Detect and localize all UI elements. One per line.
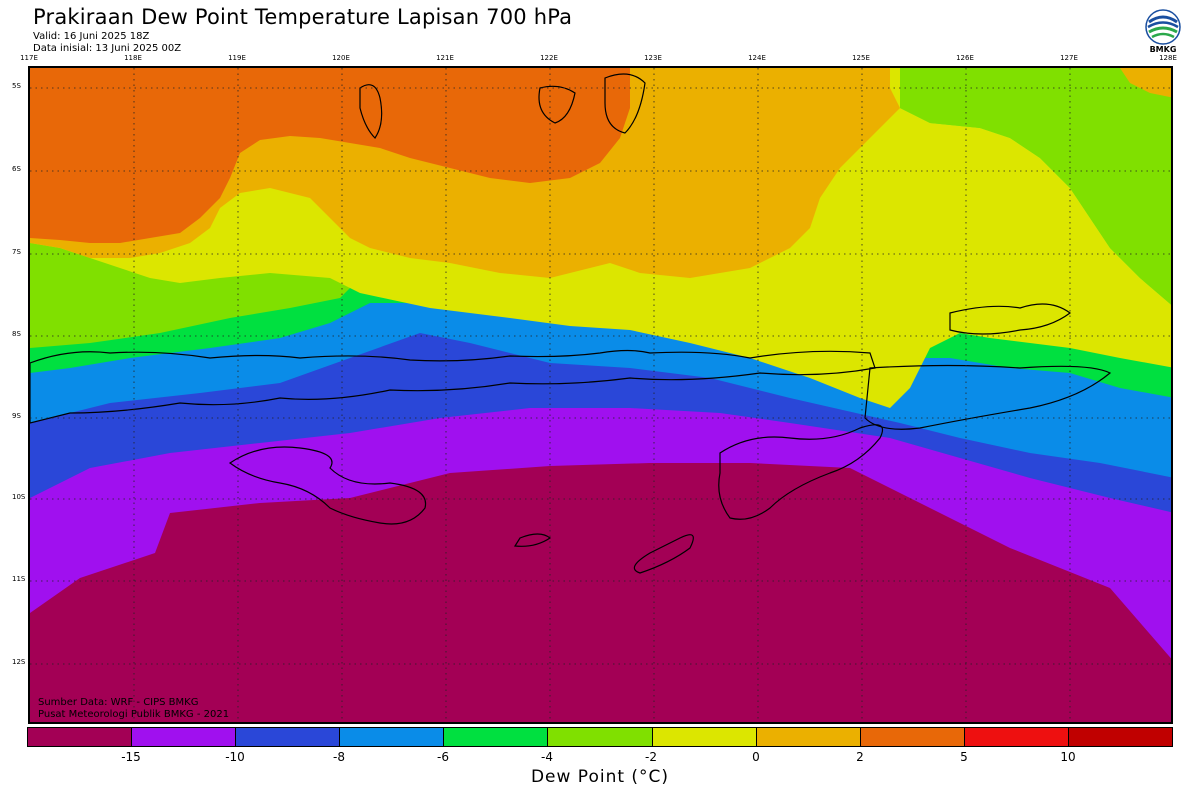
data-source: Sumber Data: WRF - CIPS BMKG: [38, 697, 199, 708]
lat-label: 7S: [12, 248, 21, 256]
map-title: Prakiraan Dew Point Temperature Lapisan …: [33, 5, 573, 29]
band-2-to-5: [30, 68, 630, 243]
lon-label: 121E: [436, 54, 454, 62]
organization-credit: Pusat Meteorologi Publik BMKG - 2021: [38, 709, 230, 720]
lat-label: 9S: [12, 412, 21, 420]
colorbar-tick: 2: [856, 750, 864, 764]
colorbar-swatch: [236, 728, 341, 746]
colorbar-tick: -10: [225, 750, 245, 764]
lon-label: 128E: [1159, 54, 1177, 62]
lat-label: 6S: [12, 165, 21, 173]
lat-label: 11S: [12, 575, 26, 583]
colorbar-tick: -8: [333, 750, 345, 764]
colorbar-swatch: [860, 728, 965, 746]
initial-data-time: Data inisial: 13 Juni 2025 00Z: [33, 43, 182, 54]
lon-label: 124E: [748, 54, 766, 62]
colorbar-tick: 5: [960, 750, 968, 764]
colorbar-swatch: [28, 728, 133, 746]
bmkg-logo-icon: [1145, 9, 1181, 45]
colorbar-swatch: [132, 728, 237, 746]
colorbar-swatch: [652, 728, 757, 746]
lon-label: 119E: [228, 54, 246, 62]
colorbar-tick: -4: [541, 750, 553, 764]
graticule: [30, 68, 1171, 722]
lat-label: 10S: [12, 493, 26, 501]
lat-label: 8S: [12, 330, 21, 338]
logo-text: BMKG: [1149, 45, 1177, 54]
coastlines: [30, 73, 1112, 574]
lat-label: 12S: [12, 658, 26, 666]
colorbar-swatch: [1068, 728, 1173, 746]
colorbar-tick: -15: [121, 750, 141, 764]
valid-time: Valid: 16 Juni 2025 18Z: [33, 31, 150, 42]
colorbar-swatch: [964, 728, 1069, 746]
colorbar-swatch: [756, 728, 861, 746]
lon-label: 125E: [852, 54, 870, 62]
colorbar-title: Dew Point (°C): [530, 767, 670, 787]
map-field-svg: [30, 68, 1171, 722]
lat-label: 5S: [12, 82, 21, 90]
colorbar-tick: 0: [752, 750, 760, 764]
lon-label: 127E: [1060, 54, 1078, 62]
dew-point-map: [28, 66, 1173, 724]
colorbar-tick: -2: [645, 750, 657, 764]
lon-label: 120E: [332, 54, 350, 62]
lon-label: 122E: [540, 54, 558, 62]
lon-label: 123E: [644, 54, 662, 62]
colorbar-swatch: [340, 728, 445, 746]
colorbar-swatch: [548, 728, 653, 746]
colorbar-tick: -6: [437, 750, 449, 764]
bmkg-logo: BMKG: [1142, 8, 1184, 56]
colorbar-swatch: [444, 728, 549, 746]
band-minus4-to-minus2: [30, 68, 1171, 348]
colorbar: [27, 727, 1173, 747]
lon-label: 117E: [20, 54, 38, 62]
lon-label: 126E: [956, 54, 974, 62]
lon-label: 118E: [124, 54, 142, 62]
colorbar-tick: 10: [1060, 750, 1076, 764]
